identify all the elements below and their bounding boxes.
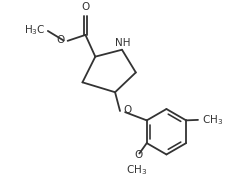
Text: H$_3$C: H$_3$C xyxy=(24,23,46,37)
Text: O: O xyxy=(56,35,65,45)
Text: CH$_3$: CH$_3$ xyxy=(202,113,223,127)
Text: O: O xyxy=(81,2,90,12)
Text: O: O xyxy=(134,151,142,160)
Text: O: O xyxy=(124,105,132,115)
Text: CH$_3$: CH$_3$ xyxy=(126,163,147,177)
Text: NH: NH xyxy=(115,38,131,48)
